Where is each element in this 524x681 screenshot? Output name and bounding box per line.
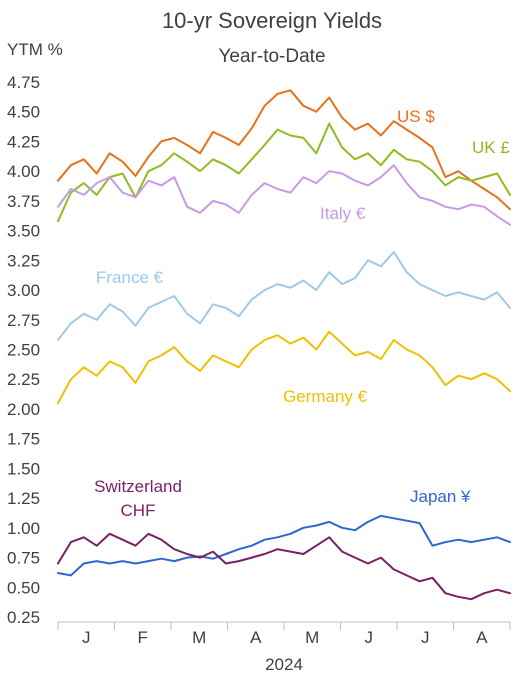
series-label-2: Italy € [320,204,366,223]
series-labels: US $ UK £ Italy € France € Germany € Japan ¥ S… [94,107,510,520]
series-label-0: US $ [397,107,435,126]
x-tick-label: J [421,628,430,647]
y-tick-label: 1.25 [7,489,40,508]
x-tick-label: M [192,628,206,647]
chart-subtitle: Year-to-Date [218,46,325,67]
y-tick-label: 2.00 [7,400,40,419]
x-tick-label: F [138,628,148,647]
y-tick-label: 0.50 [7,578,40,597]
series-label-6: Switzerland CHF [94,477,182,520]
series-label-1: UK £ [472,138,510,157]
y-tick-label: 1.75 [7,430,40,449]
series-label-3: France € [96,268,164,287]
y-tick-label: 2.25 [7,370,40,389]
series-line-3 [57,251,511,341]
x-tick-label: A [250,628,262,647]
x-tick-label: J [365,628,374,647]
y-tick-label: 1.00 [7,519,40,538]
x-tick-label: M [305,628,319,647]
y-tick-label: 0.75 [7,549,40,568]
series-line-0 [57,89,511,211]
y-axis-label: YTM % [7,40,63,59]
y-tick-label: 4.25 [7,132,40,151]
chart-title: 10-yr Sovereign Yields [162,8,382,33]
series-line-1 [57,122,511,223]
series-lines [57,89,511,601]
x-tick-label: J [82,628,91,647]
y-tick-label: 1.50 [7,459,40,478]
y-tick-label: 3.50 [7,222,40,241]
series-line-5 [57,514,511,577]
y-tick-label: 3.25 [7,251,40,270]
series-line-4 [57,330,511,404]
series-label-4: Germany € [283,387,368,406]
y-tick-label: 2.50 [7,341,40,360]
y-axis-ticks: 0.25 0.50 0.75 1.00 1.25 1.50 1.75 2.00 2.25 2.50… [7,73,40,627]
y-tick-label: 3.75 [7,192,40,211]
y-tick-label: 4.50 [7,103,40,122]
series-label-5: Japan ¥ [410,487,471,506]
x-axis-year-label: 2024 [265,655,303,674]
series-line-2 [57,164,511,226]
y-tick-label: 4.75 [7,73,40,92]
y-tick-label: 0.25 [7,608,40,627]
y-tick-label: 2.75 [7,311,40,330]
x-tick-label: A [476,628,488,647]
series-line-6 [57,532,511,601]
y-tick-label: 4.00 [7,162,40,181]
y-tick-label: 3.00 [7,281,40,300]
